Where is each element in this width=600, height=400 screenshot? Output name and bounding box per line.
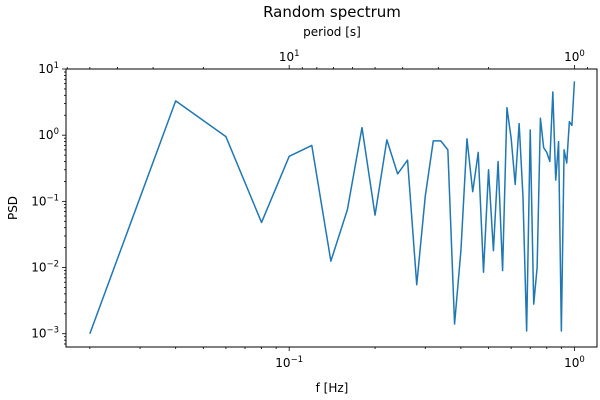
y-tick-label: 10−3 bbox=[31, 326, 59, 341]
top-tick-label: 101 bbox=[279, 49, 300, 64]
chart-title: Random spectrum bbox=[263, 3, 401, 21]
y-tick-label: 10−1 bbox=[31, 193, 59, 208]
secondary-x-axis-label: period [s] bbox=[303, 25, 361, 39]
x-tick-label: 100 bbox=[564, 355, 585, 370]
psd-series-line bbox=[89, 81, 576, 334]
x-axis-label: f [Hz] bbox=[316, 381, 349, 395]
y-tick-label: 101 bbox=[38, 61, 59, 76]
x-tick-label: 10−1 bbox=[275, 355, 303, 370]
top-tick-label: 100 bbox=[564, 49, 585, 64]
plot-series bbox=[89, 81, 576, 334]
y-axis-label: PSD bbox=[6, 196, 20, 220]
plot-frame bbox=[65, 68, 598, 348]
axis-ticks: 10−1 100 10−3 10−2 10−1 100 101 101 100 bbox=[31, 49, 588, 370]
y-tick-label: 10−2 bbox=[31, 260, 59, 275]
y-tick-label: 100 bbox=[38, 127, 59, 142]
